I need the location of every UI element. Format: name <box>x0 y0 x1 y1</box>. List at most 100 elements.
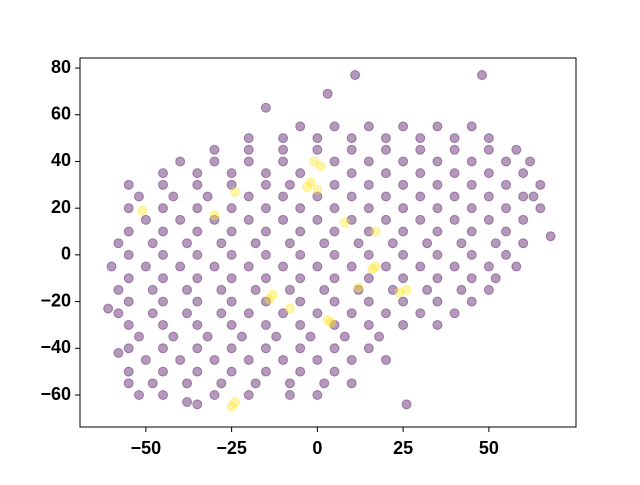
scatter-point <box>466 179 477 190</box>
scatter-point <box>243 156 254 167</box>
scatter-point <box>398 249 409 260</box>
scatter-point <box>284 238 295 249</box>
scatter-point <box>209 354 220 365</box>
scatter-point <box>370 261 381 272</box>
scatter-point <box>202 191 213 202</box>
scatter-point <box>432 319 443 330</box>
scatter-point <box>175 261 186 272</box>
scatter-point <box>243 133 254 144</box>
scatter-point <box>483 191 494 202</box>
scatter-point <box>346 214 357 225</box>
scatter-point <box>456 238 467 249</box>
scatter-point <box>353 282 364 293</box>
scatter-point <box>363 226 374 237</box>
scatter-point <box>260 343 271 354</box>
scatter-point <box>226 319 237 330</box>
x-tick-label: 50 <box>479 438 499 458</box>
scatter-point <box>466 121 477 132</box>
scatter-point <box>278 214 289 225</box>
scatter-point <box>182 238 193 249</box>
scatter-point <box>415 308 426 319</box>
scatter-point <box>123 273 134 284</box>
scatter-point <box>394 287 405 298</box>
scatter-point <box>175 354 186 365</box>
scatter-point <box>168 331 179 342</box>
scatter-point <box>346 378 357 389</box>
scatter-point <box>305 177 316 188</box>
scatter-point <box>158 273 169 284</box>
scatter-point <box>363 203 374 214</box>
scatter-point <box>363 273 374 284</box>
scatter-point <box>449 168 460 179</box>
scatter-point <box>230 397 241 408</box>
scatter-point <box>243 191 254 202</box>
scatter-point <box>398 319 409 330</box>
scatter-point <box>387 238 398 249</box>
y-tick-label: 20 <box>51 197 71 217</box>
scatter-point <box>192 366 203 377</box>
scatter-point <box>367 263 378 274</box>
scatter-point <box>422 238 433 249</box>
scatter-point <box>243 308 254 319</box>
scatter-point <box>158 366 169 377</box>
scatter-point <box>295 121 306 132</box>
scatter-point <box>329 296 340 307</box>
scatter-point <box>501 226 512 237</box>
scatter-point <box>466 226 477 237</box>
scatter-point <box>226 168 237 179</box>
scatter-point <box>123 366 134 377</box>
scatter-point <box>278 144 289 155</box>
scatter-point <box>456 284 467 295</box>
scatter-point <box>312 308 323 319</box>
scatter-point <box>133 331 144 342</box>
scatter-point <box>209 261 220 272</box>
scatter-point <box>260 179 271 190</box>
y-tick-label: −20 <box>40 290 71 310</box>
scatter-point <box>387 284 398 295</box>
scatter-point <box>158 390 169 401</box>
scatter-point <box>363 249 374 260</box>
scatter-point <box>158 203 169 214</box>
scatter-point <box>147 238 158 249</box>
scatter-point <box>370 226 381 237</box>
scatter-point <box>535 203 546 214</box>
scatter-point <box>260 203 271 214</box>
scatter-point <box>192 319 203 330</box>
scatter-point <box>363 343 374 354</box>
scatter-point <box>329 343 340 354</box>
scatter-point <box>363 296 374 307</box>
scatter-point <box>192 168 203 179</box>
scatter-point <box>302 182 313 193</box>
scatter-point <box>312 191 323 202</box>
scatter-point <box>329 319 340 330</box>
scatter-point <box>133 390 144 401</box>
scatter-point <box>295 319 306 330</box>
scatter-point <box>398 226 409 237</box>
scatter-point <box>209 214 220 225</box>
scatter-point <box>243 354 254 365</box>
x-tick-label: −50 <box>131 438 162 458</box>
scatter-point <box>209 210 220 221</box>
scatter-point <box>182 397 193 408</box>
scatter-point <box>329 179 340 190</box>
scatter-point <box>483 214 494 225</box>
scatter-point <box>466 249 477 260</box>
scatter-point <box>380 168 391 179</box>
scatter-point <box>236 331 247 342</box>
scatter-point <box>432 156 443 167</box>
axes-frame <box>79 57 577 428</box>
scatter-point <box>123 343 134 354</box>
scatter-point <box>415 261 426 272</box>
scatter-point <box>483 261 494 272</box>
scatter-point <box>319 378 330 389</box>
scatter-point <box>380 354 391 365</box>
scatter-point <box>278 191 289 202</box>
scatter-point <box>226 249 237 260</box>
scatter-point <box>432 121 443 132</box>
scatter-point <box>192 399 203 410</box>
scatter-point <box>308 156 319 167</box>
scatter-point <box>398 179 409 190</box>
scatter-point <box>466 273 477 284</box>
scatter-point <box>483 133 494 144</box>
